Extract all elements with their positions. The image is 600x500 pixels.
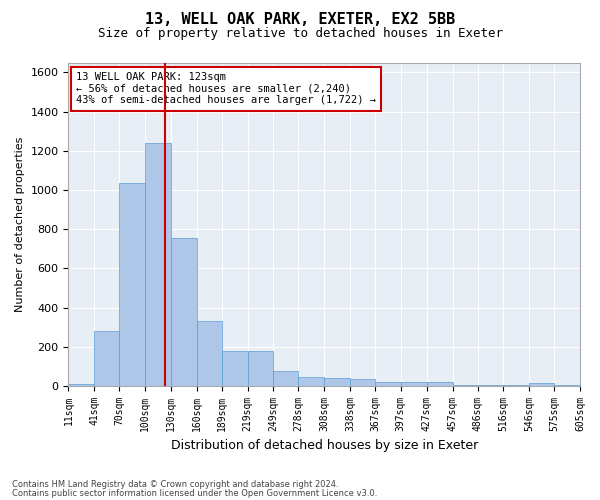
Bar <box>478 385 503 386</box>
Text: Contains HM Land Registry data © Crown copyright and database right 2024.: Contains HM Land Registry data © Crown c… <box>12 480 338 489</box>
Bar <box>298 378 324 386</box>
Bar <box>197 322 222 386</box>
Bar <box>350 380 375 386</box>
Bar <box>529 384 554 386</box>
Bar <box>222 351 248 386</box>
Bar <box>324 378 350 386</box>
Bar <box>503 385 529 386</box>
Text: 13, WELL OAK PARK, EXETER, EX2 5BB: 13, WELL OAK PARK, EXETER, EX2 5BB <box>145 12 455 28</box>
Bar <box>171 238 197 386</box>
Bar <box>375 382 401 386</box>
Bar <box>452 385 478 386</box>
Bar <box>119 183 145 386</box>
Bar <box>401 382 427 386</box>
Text: Size of property relative to detached houses in Exeter: Size of property relative to detached ho… <box>97 28 503 40</box>
Y-axis label: Number of detached properties: Number of detached properties <box>15 136 25 312</box>
Text: Contains public sector information licensed under the Open Government Licence v3: Contains public sector information licen… <box>12 488 377 498</box>
Bar <box>94 332 119 386</box>
Bar <box>248 351 274 386</box>
Bar <box>274 370 298 386</box>
Text: 13 WELL OAK PARK: 123sqm
← 56% of detached houses are smaller (2,240)
43% of sem: 13 WELL OAK PARK: 123sqm ← 56% of detach… <box>76 72 376 106</box>
Bar <box>145 143 171 386</box>
X-axis label: Distribution of detached houses by size in Exeter: Distribution of detached houses by size … <box>170 440 478 452</box>
Bar <box>68 384 94 386</box>
Bar <box>427 382 452 386</box>
Bar <box>554 385 580 386</box>
